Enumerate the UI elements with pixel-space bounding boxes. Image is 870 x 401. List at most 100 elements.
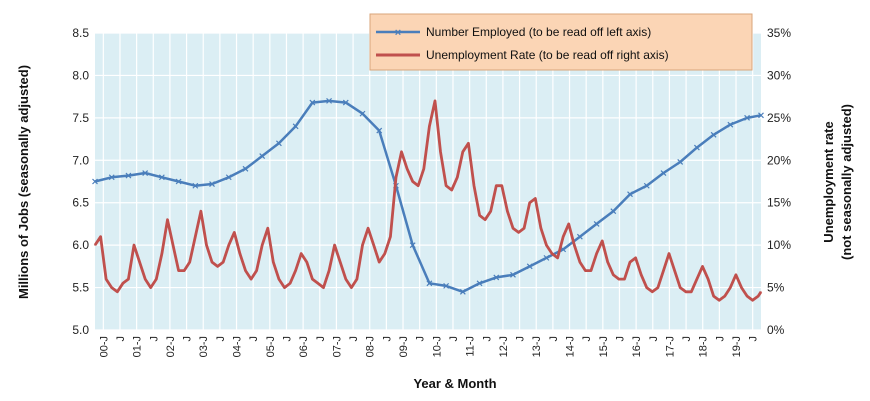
point-unemployment: [194, 236, 196, 238]
point-unemployment: [111, 286, 113, 289]
y-right-tick-label: 5%: [767, 281, 785, 295]
point-unemployment: [133, 244, 135, 246]
point-employed: [510, 271, 516, 278]
point-unemployment: [523, 227, 525, 229]
y-right-tick-label: 15%: [767, 196, 791, 210]
point-employed: [376, 127, 383, 134]
x-tick-label: 17-J: [664, 336, 676, 357]
point-employed: [677, 159, 684, 165]
y-left-tick-label: 6.5: [72, 196, 89, 210]
x-tick-label: J: [714, 336, 726, 342]
y-left-tick-label: 7.5: [72, 111, 89, 125]
point-unemployment: [579, 261, 581, 263]
point-employed: [643, 182, 650, 189]
point-unemployment: [334, 244, 336, 246]
point-unemployment: [713, 295, 715, 297]
point-unemployment: [618, 278, 620, 280]
point-employed: [158, 174, 165, 181]
point-employed: [727, 121, 734, 128]
point-unemployment: [345, 278, 347, 280]
point-employed: [693, 144, 700, 151]
point-employed: [576, 233, 583, 240]
point-unemployment: [467, 142, 470, 144]
legend-label-employed: Number Employed (to be read off left axi…: [426, 25, 651, 39]
point-employed: [543, 254, 550, 261]
point-unemployment: [412, 180, 414, 183]
point-employed: [476, 280, 483, 287]
legend-marker-employed: ×: [395, 27, 401, 39]
legend-box: [369, 13, 753, 71]
point-unemployment: [646, 286, 648, 289]
point-unemployment: [478, 214, 481, 217]
y-right-tick-label: 0%: [767, 323, 785, 337]
point-unemployment: [423, 168, 425, 170]
x-tick-label: J: [148, 336, 160, 342]
point-unemployment: [540, 227, 542, 229]
point-employed: [342, 99, 349, 106]
point-unemployment: [679, 286, 681, 289]
point-employed: [627, 191, 633, 198]
point-unemployment: [99, 236, 102, 238]
point-unemployment: [473, 185, 475, 187]
point-unemployment: [434, 100, 436, 102]
y-left-tick-label: 5.5: [72, 281, 89, 295]
point-unemployment: [729, 286, 731, 289]
x-tick-label: 09-J: [398, 336, 410, 357]
point-unemployment: [105, 278, 107, 280]
point-unemployment: [244, 270, 247, 272]
point-unemployment: [529, 202, 531, 204]
point-unemployment: [406, 168, 408, 170]
x-tick-label: 03-J: [198, 336, 210, 357]
point-unemployment: [629, 261, 631, 263]
point-unemployment: [267, 227, 269, 229]
point-unemployment: [122, 282, 124, 284]
point-unemployment: [462, 151, 464, 153]
point-unemployment: [256, 270, 258, 272]
legend-label-unemployment: Unemployment Rate (to be read off right …: [426, 48, 669, 62]
x-tick-label: 06-J: [298, 336, 310, 357]
point-unemployment: [517, 231, 520, 234]
x-tick-label: 04-J: [232, 336, 244, 357]
point-unemployment: [211, 261, 213, 263]
x-tick-label: 02-J: [165, 336, 177, 357]
point-employed: [744, 114, 750, 121]
point-unemployment: [573, 244, 575, 246]
y-right-tick-label: 20%: [767, 153, 791, 167]
point-unemployment: [200, 210, 202, 212]
point-employed: [610, 208, 617, 215]
point-unemployment: [718, 299, 720, 301]
x-tick-label: J: [115, 336, 127, 342]
point-unemployment: [361, 244, 364, 246]
point-unemployment: [595, 253, 598, 255]
point-unemployment: [217, 265, 219, 267]
point-employed: [593, 221, 600, 227]
point-unemployment: [289, 282, 291, 284]
x-tick-label: 14-J: [565, 336, 577, 357]
point-unemployment: [328, 270, 330, 272]
point-employed: [225, 174, 232, 181]
x-tick-label: J: [381, 336, 393, 342]
point-unemployment: [562, 236, 564, 238]
point-employed: [242, 165, 249, 172]
point-unemployment: [760, 291, 762, 293]
point-unemployment: [127, 278, 130, 280]
right-axis-title-line1: Unemployment rate: [821, 121, 836, 242]
x-tick-label: J: [481, 336, 493, 342]
point-unemployment: [339, 261, 341, 263]
point-unemployment: [601, 240, 603, 242]
point-employed: [409, 242, 416, 249]
point-unemployment: [144, 278, 146, 280]
point-unemployment: [250, 278, 252, 280]
point-employed: [175, 178, 182, 185]
x-tick-label: 15-J: [598, 336, 610, 357]
point-unemployment: [373, 244, 375, 246]
point-unemployment: [317, 282, 319, 284]
point-unemployment: [356, 278, 358, 280]
point-unemployment: [228, 244, 230, 246]
point-unemployment: [451, 189, 453, 191]
x-tick-label: J: [648, 336, 660, 342]
point-unemployment: [161, 253, 163, 255]
point-employed: [192, 182, 199, 189]
point-employed: [142, 170, 149, 176]
point-unemployment: [283, 286, 286, 289]
